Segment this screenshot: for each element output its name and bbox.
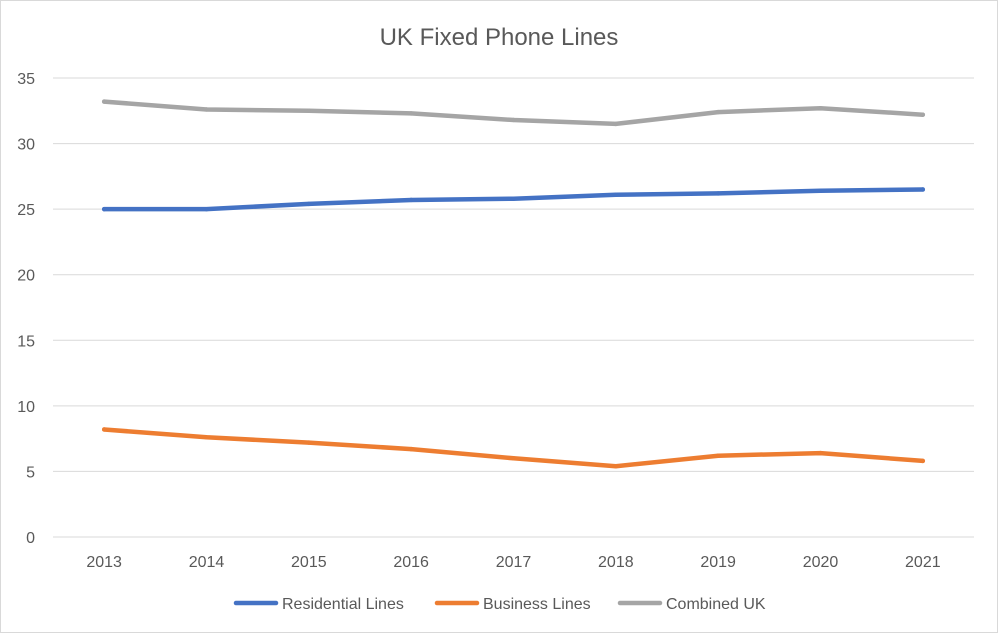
x-tick-label: 2017 [496,554,532,571]
y-tick-label: 30 [17,137,35,154]
y-axis-ticks: 0 5 10 15 20 25 30 35 [17,71,35,547]
data-point-combined-uk [306,108,312,113]
data-point-combined-uk [920,112,926,117]
data-point-business-lines [306,440,312,445]
x-tick-label: 2016 [393,554,429,571]
data-point-residential-lines [818,188,823,193]
gridlines [53,77,974,538]
data-point-residential-lines [306,201,312,207]
y-tick-label: 15 [17,333,35,350]
data-point-residential-lines [204,206,209,212]
data-point-combined-uk [715,109,721,115]
y-tick-label: 25 [17,202,35,219]
data-point-business-lines [511,456,516,461]
data-point-business-lines [818,450,823,456]
data-point-business-lines [613,463,619,469]
data-point-business-lines [920,458,926,464]
legend: Residential Lines Business Lines Combined … [233,596,766,613]
data-point-combined-uk [101,99,107,104]
x-tick-label: 2019 [700,554,736,571]
chart-title: UK Fixed Phone Lines [380,24,619,51]
legend-label: Residential Lines [282,596,404,613]
legend-label: Business Lines [483,596,591,613]
y-tick-label: 10 [17,399,35,416]
y-tick-label: 0 [26,530,35,547]
x-tick-label: 2013 [86,554,122,571]
legend-label: Combined UK [666,596,766,613]
data-point-residential-lines [101,206,107,212]
x-tick-label: 2021 [905,554,941,571]
data-point-combined-uk [818,105,823,111]
data-point-business-lines [715,453,721,458]
x-axis-ticks: 2013 2014 2015 2016 2017 2018 2019 2020 2021 [86,554,940,571]
data-point-combined-uk [204,107,209,112]
y-tick-label: 5 [26,464,35,481]
legend-item-combined-uk: Combined UK [617,596,766,613]
series-line-business-lines [101,427,926,469]
data-point-combined-uk [408,111,414,116]
data-point-business-lines [204,435,209,440]
data-point-residential-lines [613,192,619,197]
data-point-combined-uk [511,117,516,123]
data-point-business-lines [408,446,414,452]
x-tick-label: 2018 [598,554,634,571]
legend-item-residential-lines: Residential Lines [233,596,404,613]
data-point-residential-lines [511,196,516,201]
data-point-business-lines [101,427,107,432]
data-point-residential-lines [408,197,414,203]
x-tick-label: 2014 [189,554,225,571]
data-point-residential-lines [920,187,926,192]
y-tick-label: 20 [17,268,35,285]
series-lines [101,99,926,469]
legend-item-business-lines: Business Lines [434,596,591,613]
x-tick-label: 2020 [803,554,839,571]
data-point-residential-lines [715,191,721,196]
y-tick-label: 35 [17,71,35,88]
x-tick-label: 2015 [291,554,327,571]
data-point-combined-uk [613,121,619,127]
